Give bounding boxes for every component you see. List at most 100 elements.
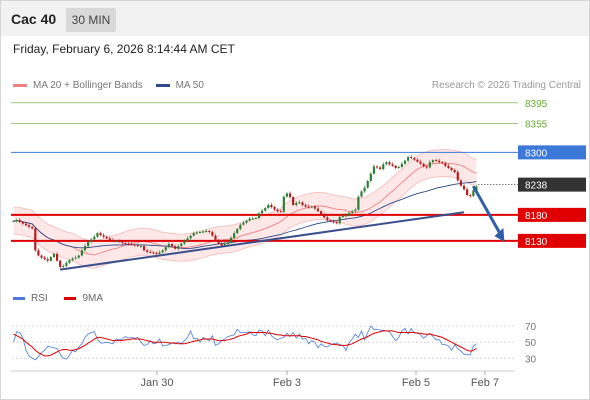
candle-body xyxy=(59,260,62,267)
candle-body xyxy=(77,255,80,258)
candle-body xyxy=(195,232,198,234)
candle-body xyxy=(292,197,295,205)
candle-body xyxy=(357,196,360,210)
candle-body xyxy=(310,206,313,208)
candle-body xyxy=(198,232,202,234)
candle-body xyxy=(127,243,130,245)
candle-body xyxy=(338,216,341,224)
candle-body xyxy=(285,193,289,197)
legend-rsi-ma: 9MA xyxy=(64,293,103,304)
candle-body xyxy=(239,224,242,229)
candle-body xyxy=(245,220,248,223)
candle-body xyxy=(12,221,15,223)
candle-body xyxy=(369,173,372,181)
candle-body xyxy=(453,170,456,173)
timeframe-button[interactable]: 30 MIN xyxy=(66,8,116,32)
candle-body xyxy=(236,228,239,234)
candle-body xyxy=(118,240,121,242)
candle-body xyxy=(372,166,376,174)
level-tag-8300: 8300 xyxy=(525,148,548,159)
level-tag-bg-8180 xyxy=(518,207,586,222)
candle-body xyxy=(344,215,348,217)
level-tag-bg-8238 xyxy=(518,177,586,192)
rsi-ma-swatch xyxy=(64,296,77,300)
x-tick-label: Feb 5 xyxy=(402,377,430,389)
candle-body xyxy=(279,211,282,213)
candle-body xyxy=(267,204,270,209)
rsi-tick-label: 30 xyxy=(525,354,537,365)
candle-body xyxy=(152,252,155,254)
candle-body xyxy=(74,257,77,259)
candle-body xyxy=(139,246,143,248)
candle-body xyxy=(307,206,310,208)
candle-body xyxy=(251,218,254,220)
candle-body xyxy=(46,259,49,261)
candle-body xyxy=(260,210,264,214)
candle-body xyxy=(242,222,245,225)
candle-body xyxy=(391,164,394,166)
candle-body xyxy=(18,220,21,223)
rsi-label: RSI xyxy=(31,293,48,304)
candle-body xyxy=(288,193,292,198)
candle-body xyxy=(149,251,152,253)
rsi-ma-label: 9MA xyxy=(82,293,104,304)
candle-body xyxy=(354,209,357,212)
candle-body xyxy=(21,222,24,224)
candle-body xyxy=(456,172,459,181)
candle-body xyxy=(270,204,273,208)
candle-body xyxy=(223,244,226,246)
support-trendline xyxy=(60,211,465,271)
candle-body xyxy=(385,162,388,165)
candle-body xyxy=(24,223,28,226)
level-tag-bg-8300 xyxy=(518,145,586,160)
candle-body xyxy=(388,162,391,165)
legend-ma50: MA 50 xyxy=(155,80,204,91)
candle-body xyxy=(43,257,46,260)
candle-body xyxy=(351,211,354,213)
candle-body xyxy=(192,233,195,236)
candle-body xyxy=(205,231,208,233)
candle-body xyxy=(102,235,105,237)
x-tick-label: Jan 30 xyxy=(140,377,173,389)
candle-body xyxy=(189,235,192,239)
candle-body xyxy=(407,157,410,161)
candle-body xyxy=(326,217,329,221)
candle-body xyxy=(220,243,223,246)
candle-body xyxy=(96,233,99,237)
candle-body xyxy=(167,244,170,248)
candle-body xyxy=(201,231,205,233)
candle-body xyxy=(462,185,466,190)
candle-body xyxy=(428,162,431,168)
rsi-tick-label: 70 xyxy=(525,322,537,333)
candle-body xyxy=(52,253,56,258)
level-tag-bg-8130 xyxy=(518,233,586,248)
header-bar: Cac 40 30 MIN xyxy=(1,1,589,36)
level-tag-8180: 8180 xyxy=(525,211,548,222)
candle-body xyxy=(164,247,167,251)
level-tag-8130: 8130 xyxy=(525,237,548,248)
candle-body xyxy=(366,180,369,188)
ma20-line xyxy=(13,162,477,256)
candle-body xyxy=(208,231,211,233)
candle-body xyxy=(264,208,267,211)
candle-body xyxy=(447,165,450,168)
ma50-swatch xyxy=(155,83,170,87)
candle-body xyxy=(108,238,111,240)
candle-body xyxy=(416,159,419,162)
candle-body xyxy=(397,166,400,168)
candle-body xyxy=(65,262,68,266)
candle-body xyxy=(347,212,351,216)
rsi-series-rsi xyxy=(13,325,477,361)
candle-body xyxy=(413,158,416,160)
candle-body xyxy=(229,237,233,243)
datetime-label: Friday, February 6, 2026 8:14:44 AM CET xyxy=(13,42,235,56)
x-tick-label: Feb 3 xyxy=(273,377,301,389)
candle-body xyxy=(382,164,385,169)
ma20-swatch xyxy=(13,83,27,87)
candle-body xyxy=(425,166,428,168)
candle-body xyxy=(226,242,230,245)
candle-body xyxy=(71,258,74,261)
candle-body xyxy=(441,162,444,164)
candle-body xyxy=(133,244,136,246)
